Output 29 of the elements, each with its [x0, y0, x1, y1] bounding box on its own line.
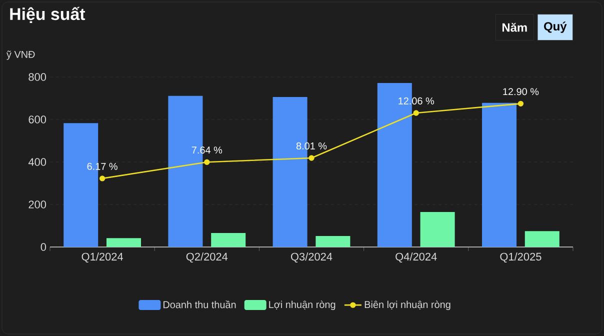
text: Quý [544, 22, 567, 33]
y-axis-title: ỹ VNĐ [6, 50, 35, 60]
x-tick-label: Q2/2024 [186, 252, 228, 263]
bar [211, 232, 246, 248]
y-tick-label: 200 [28, 200, 46, 208]
legend-label: Biên lợi nhuận ròng [364, 300, 450, 310]
text: Năm [502, 22, 527, 32]
bar [420, 212, 455, 248]
y-tick-label: 400 [28, 158, 46, 166]
point [413, 110, 419, 116]
point [204, 159, 210, 165]
chart-title: Hiệu suất [10, 6, 86, 23]
bar [482, 102, 517, 248]
y-tick-label: 600 [28, 116, 46, 124]
point [518, 100, 524, 107]
bar [316, 236, 350, 248]
point [99, 176, 106, 182]
y-tick-label: 0 [40, 243, 46, 251]
bar [106, 238, 142, 248]
x-tick-label: Q3/2024 [291, 252, 332, 263]
point [308, 155, 314, 161]
bar [524, 231, 560, 248]
x-tick-label: Q1/2024 [82, 252, 123, 263]
x-tick-label: Q4/2024 [396, 252, 437, 263]
legend-label: Lợi nhuận ròng [269, 300, 336, 310]
legend-label: Doanh thu thuần [163, 300, 236, 308]
y-tick-label: 800 [28, 73, 46, 81]
data-label: 12.90 % [503, 88, 539, 96]
x-tick-label: Q1/2025 [500, 252, 542, 263]
